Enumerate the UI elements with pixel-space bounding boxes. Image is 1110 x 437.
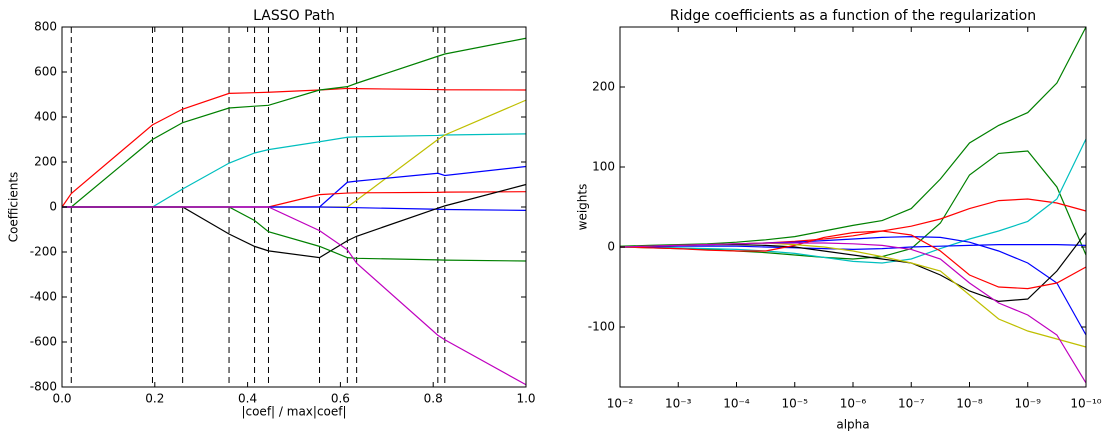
x-tick-label: 1.0: [516, 392, 535, 406]
y-tick-label: -600: [30, 335, 57, 349]
series-line: [61, 87, 527, 208]
series-line: [62, 206, 527, 262]
series-line: [619, 242, 1087, 384]
series-line: [619, 150, 1087, 260]
y-tick-label: 400: [34, 110, 57, 124]
series-line: [619, 230, 1087, 290]
chart-title: Ridge coefficients as a function of the …: [670, 8, 1036, 24]
y-tick-label: -200: [30, 245, 57, 259]
y-tick-label: 0: [49, 200, 57, 214]
series-line: [620, 244, 1087, 251]
x-tick-label: 10⁻⁹: [1015, 397, 1042, 411]
y-tick-label: 600: [34, 65, 57, 79]
y-tick-label: -100: [588, 320, 615, 334]
series-line: [619, 232, 1087, 303]
x-tick-label: 10⁻⁶: [840, 397, 867, 411]
series-line: [62, 99, 527, 208]
x-tick-label: 0.4: [238, 392, 257, 406]
series-line: [62, 37, 527, 208]
series-line: [62, 206, 527, 386]
y-axis-label: Coefficients: [7, 172, 21, 243]
series-line: [62, 191, 527, 208]
y-tick-label: 100: [592, 160, 615, 174]
x-axis-label: |coef| / max|coef|: [241, 405, 346, 419]
series-line: [620, 138, 1087, 264]
y-tick-label: -800: [30, 380, 57, 394]
chart-title: LASSO Path: [253, 8, 335, 24]
series-line: [619, 198, 1087, 248]
x-tick-label: 0.2: [145, 392, 164, 406]
x-tick-label: 0.0: [52, 392, 71, 406]
x-tick-label: 10⁻⁷: [898, 397, 925, 411]
x-tick-label: 10⁻³: [665, 397, 692, 411]
x-tick-label: 0.8: [424, 392, 443, 406]
axes-frame: [619, 26, 1087, 388]
x-tick-label: 10⁻²: [607, 397, 634, 411]
series-line: [619, 26, 1087, 247]
x-tick-label: 10⁻⁴: [723, 397, 750, 411]
x-tick-label: 10⁻⁵: [782, 397, 809, 411]
series-line: [62, 183, 527, 259]
series-line: [62, 133, 527, 208]
x-tick-label: 0.6: [331, 392, 350, 406]
y-tick-label: 0: [607, 240, 615, 254]
y-tick-label: 200: [592, 80, 615, 94]
y-tick-label: 200: [34, 155, 57, 169]
y-tick-label: -400: [30, 290, 57, 304]
y-tick-label: 800: [34, 20, 57, 34]
x-tick-label: 10⁻¹⁰: [1070, 397, 1101, 411]
x-tick-label: 10⁻⁸: [956, 397, 983, 411]
y-axis-label: weights: [576, 184, 590, 231]
x-axis-label: alpha: [836, 418, 869, 432]
